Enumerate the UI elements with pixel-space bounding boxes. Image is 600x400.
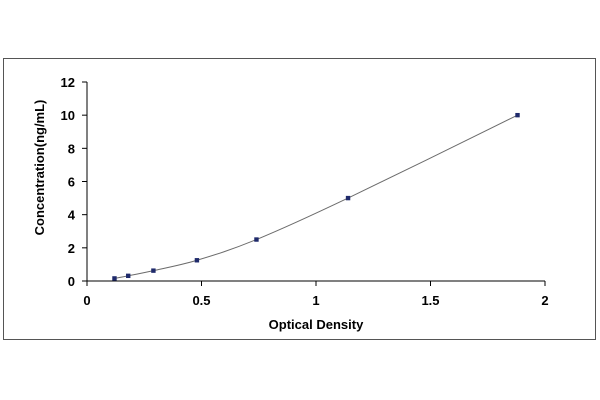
- x-tick-label: 2: [541, 293, 548, 308]
- data-point: [126, 273, 131, 279]
- x-tick-label: 0.5: [192, 293, 210, 308]
- chart-frame: [3, 58, 596, 340]
- x-tick-label: 1.5: [421, 293, 439, 308]
- data-point: [345, 195, 351, 201]
- y-tick-label: 10: [61, 108, 75, 123]
- data-point: [194, 258, 200, 263]
- data-point: [151, 268, 156, 273]
- x-tick-label: 0: [83, 293, 90, 308]
- data-point: [112, 276, 117, 281]
- fit-curve: [114, 114, 518, 279]
- y-tick-label: 0: [68, 274, 75, 289]
- x-axis-label: Optical Density: [269, 317, 364, 332]
- y-tick-label: 8: [68, 141, 75, 156]
- data-point: [254, 237, 259, 242]
- y-tick-label: 6: [68, 175, 75, 190]
- data-points: [112, 112, 520, 281]
- x-tick-label: 1: [312, 293, 319, 308]
- axes: [86, 82, 545, 282]
- y-tick-label: 12: [61, 75, 75, 90]
- y-tick-label: 4: [68, 208, 76, 223]
- data-point: [515, 112, 520, 118]
- y-axis-label: Concentration(ng/mL): [32, 100, 47, 236]
- fit-curve-group: [114, 114, 518, 279]
- ticks: 0 2 4 6 8 10 12 0 0.5 1 1.5 2: [61, 75, 549, 308]
- y-tick-label: 2: [68, 241, 75, 256]
